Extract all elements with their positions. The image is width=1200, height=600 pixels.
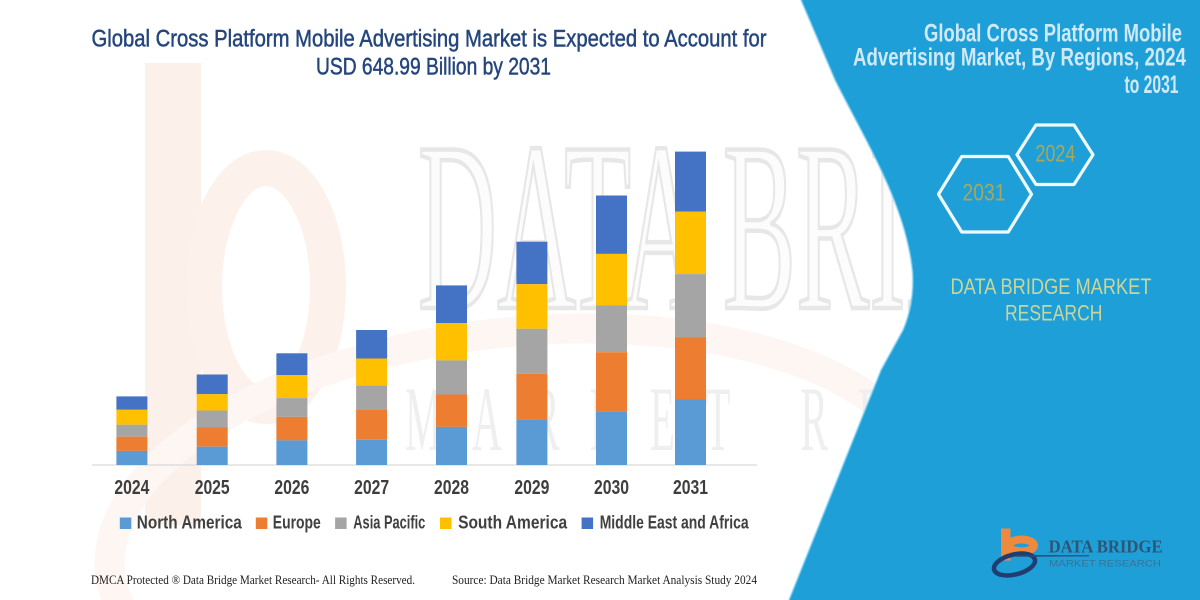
svg-text:DATA BRIDGE MARKET: DATA BRIDGE MARKET bbox=[951, 274, 1152, 299]
svg-text:2030: 2030 bbox=[594, 477, 629, 499]
svg-text:2031: 2031 bbox=[673, 477, 708, 499]
svg-text:USD 648.99 Billion by 2031: USD 648.99 Billion by 2031 bbox=[316, 54, 551, 81]
svg-text:Global Cross Platform Mobile: Global Cross Platform Mobile bbox=[924, 20, 1182, 48]
svg-text:2024: 2024 bbox=[1035, 141, 1075, 168]
svg-text:Asia Pacific: Asia Pacific bbox=[353, 513, 425, 533]
svg-text:2027: 2027 bbox=[354, 477, 389, 499]
svg-text:DMCA Protected ® Data Bridge M: DMCA Protected ® Data Bridge Market Rese… bbox=[91, 573, 415, 587]
svg-text:2024: 2024 bbox=[114, 477, 150, 499]
svg-text:Europe: Europe bbox=[273, 513, 321, 533]
svg-text:Source: Data Bridge Market Res: Source: Data Bridge Market Research Mark… bbox=[452, 573, 758, 587]
svg-text:to 2031: to 2031 bbox=[1125, 71, 1179, 99]
svg-text:South America: South America bbox=[458, 513, 568, 533]
svg-text:2028: 2028 bbox=[434, 477, 469, 499]
svg-text:Global Cross Platform Mobile A: Global Cross Platform Mobile Advertising… bbox=[92, 26, 767, 53]
svg-text:2029: 2029 bbox=[514, 477, 549, 499]
svg-text:2031: 2031 bbox=[963, 180, 1006, 207]
svg-text:Advertising Market, By Regions: Advertising Market, By Regions, 2024 bbox=[853, 44, 1186, 72]
svg-text:2025: 2025 bbox=[195, 477, 230, 499]
svg-text:MARKET RESEARCH: MARKET RESEARCH bbox=[1049, 559, 1161, 569]
svg-text:DATA BRIDGE: DATA BRIDGE bbox=[1049, 537, 1163, 557]
svg-text:Middle East and Africa: Middle East and Africa bbox=[600, 513, 750, 533]
svg-text:North America: North America bbox=[137, 513, 243, 533]
svg-text:RESEARCH: RESEARCH bbox=[1005, 301, 1103, 326]
svg-text:2026: 2026 bbox=[274, 477, 309, 499]
